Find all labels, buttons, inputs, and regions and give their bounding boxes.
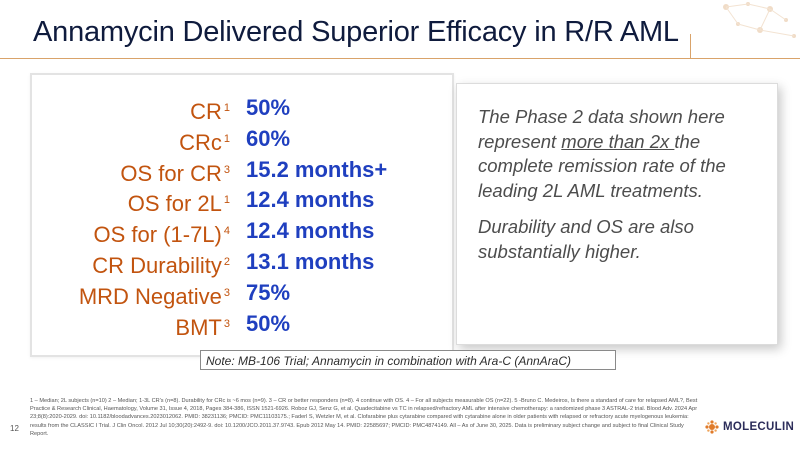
footnote-ref: 2 (223, 255, 230, 268)
footnote-ref: 1 (223, 102, 230, 114)
footnote-ref: 3 (223, 317, 230, 330)
moleculin-logo-icon (705, 420, 719, 434)
metric-value: 12.4 months (246, 218, 375, 244)
metric-row: OS for CR 3 15.2 months+ (60, 155, 440, 186)
slide-title: Annamycin Delivered Superior Efficacy in… (33, 16, 679, 48)
metric-value: 60% (246, 125, 291, 151)
metric-value: 12.4 months (246, 187, 375, 213)
footnote-ref: 3 (223, 286, 230, 299)
title-tick (690, 34, 691, 58)
logo-text: MOLECULIN (723, 421, 795, 433)
summary-paragraph-2: Durability and OS are also substantially… (478, 216, 694, 262)
trial-note: Note: MB-106 Trial; Annamycin in combina… (200, 350, 616, 370)
metric-label: CR 1 (190, 99, 230, 124)
metric-row: CR Durability 2 13.1 months (60, 247, 440, 278)
metric-value: 13.1 months (246, 248, 375, 274)
metric-label: OS for 2L 1 (127, 191, 230, 217)
metrics-list: CR 1 50% CRc 1 60% OS for CR 3 15.2 months+… (60, 93, 440, 340)
metric-label: CRc 1 (179, 129, 230, 155)
footnote-ref: 1 (223, 132, 230, 145)
summary-text: The Phase 2 data shown here represent mo… (478, 105, 768, 276)
corner-decoration (723, 2, 796, 38)
footnote-ref: 4 (223, 225, 230, 238)
footnote-ref: 3 (223, 163, 230, 176)
metric-value: 75% (246, 279, 291, 305)
metric-row: BMT 3 50% (60, 309, 440, 340)
metric-row: CRc 1 60% (60, 124, 440, 155)
footnote-ref: 1 (223, 194, 230, 207)
metric-label: BMT 3 (175, 314, 230, 340)
metric-label: MRD Negative 3 (78, 283, 230, 309)
metrics-panel (30, 73, 454, 357)
metric-row: CR 1 50% (60, 93, 440, 124)
title-rule (0, 58, 800, 59)
summary-paragraph-1: The Phase 2 data shown here represent mo… (478, 106, 726, 201)
metric-label: CR Durability 2 (92, 252, 230, 278)
footnotes: 1 – Median; 2L subjects (n=10) 2 – Media… (30, 398, 698, 437)
metric-row: MRD Negative 3 75% (60, 278, 440, 309)
company-logo: MOLECULIN (705, 420, 794, 434)
summary-panel (456, 83, 778, 345)
page-number: 12 (10, 424, 19, 433)
metric-value: 15.2 months+ (246, 156, 388, 182)
metric-row: OS for 2L 1 12.4 months (60, 185, 440, 216)
metric-row: OS for (1-7L) 4 12.4 months (60, 216, 440, 247)
metric-label: OS for CR 3 (120, 160, 230, 186)
metric-label: OS for (1-7L) 4 (93, 222, 231, 248)
emphasis-text: more than 2x (561, 130, 675, 152)
metric-value: 50% (246, 95, 291, 120)
metric-value: 50% (246, 310, 291, 336)
